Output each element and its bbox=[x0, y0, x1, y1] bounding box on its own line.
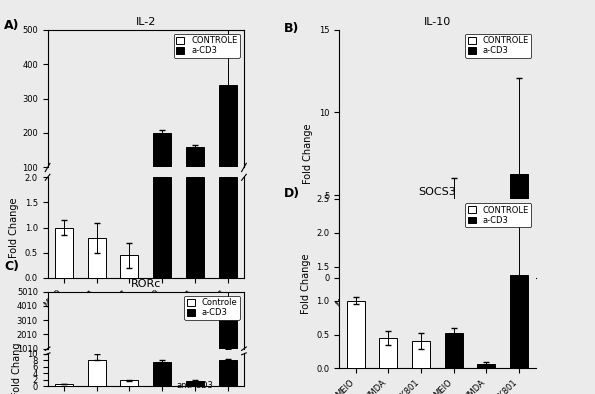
Title: IL-10: IL-10 bbox=[424, 17, 451, 28]
Bar bbox=[153, 362, 171, 386]
Bar bbox=[379, 261, 397, 278]
Bar bbox=[477, 364, 496, 368]
Legend: CONTROLE, a-CD3: CONTROLE, a-CD3 bbox=[465, 34, 531, 58]
Text: anti-CD3: anti-CD3 bbox=[177, 381, 213, 390]
Bar bbox=[379, 338, 397, 368]
Bar bbox=[510, 173, 528, 278]
Y-axis label: Fold Change: Fold Change bbox=[303, 123, 314, 184]
Bar bbox=[218, 177, 237, 278]
Legend: CONTROLE, a-CD3: CONTROLE, a-CD3 bbox=[465, 203, 531, 227]
Bar bbox=[186, 381, 204, 386]
Legend: Controle, a-CD3: Controle, a-CD3 bbox=[184, 296, 240, 320]
Bar bbox=[412, 268, 430, 278]
Bar bbox=[444, 208, 463, 278]
Bar bbox=[218, 360, 237, 386]
Bar bbox=[153, 177, 171, 278]
Bar bbox=[186, 147, 204, 167]
Bar bbox=[186, 177, 204, 278]
Bar bbox=[346, 301, 365, 368]
Bar bbox=[346, 261, 365, 278]
Title: RORc: RORc bbox=[130, 279, 161, 290]
Title: SOCS3: SOCS3 bbox=[418, 187, 456, 197]
Text: D): D) bbox=[284, 187, 300, 200]
Bar bbox=[218, 85, 237, 167]
Bar bbox=[477, 251, 496, 278]
Text: C): C) bbox=[4, 260, 20, 273]
Bar bbox=[153, 133, 171, 167]
Legend: CONTROLE, a-CD3: CONTROLE, a-CD3 bbox=[174, 34, 240, 58]
Bar bbox=[87, 238, 106, 278]
Bar bbox=[120, 255, 139, 278]
Bar bbox=[218, 317, 237, 349]
Bar bbox=[55, 384, 73, 386]
Bar bbox=[412, 341, 430, 368]
Bar bbox=[120, 380, 139, 386]
Bar bbox=[55, 228, 73, 278]
Y-axis label: Fold Change: Fold Change bbox=[300, 253, 311, 314]
Text: B): B) bbox=[284, 22, 299, 35]
Text: A): A) bbox=[4, 19, 20, 32]
Y-axis label: Fold Chang: Fold Chang bbox=[12, 343, 22, 394]
Bar bbox=[510, 275, 528, 368]
Bar bbox=[87, 360, 106, 386]
Title: IL-2: IL-2 bbox=[136, 17, 156, 28]
Bar bbox=[444, 333, 463, 368]
Y-axis label: Fold Change: Fold Change bbox=[9, 197, 19, 258]
